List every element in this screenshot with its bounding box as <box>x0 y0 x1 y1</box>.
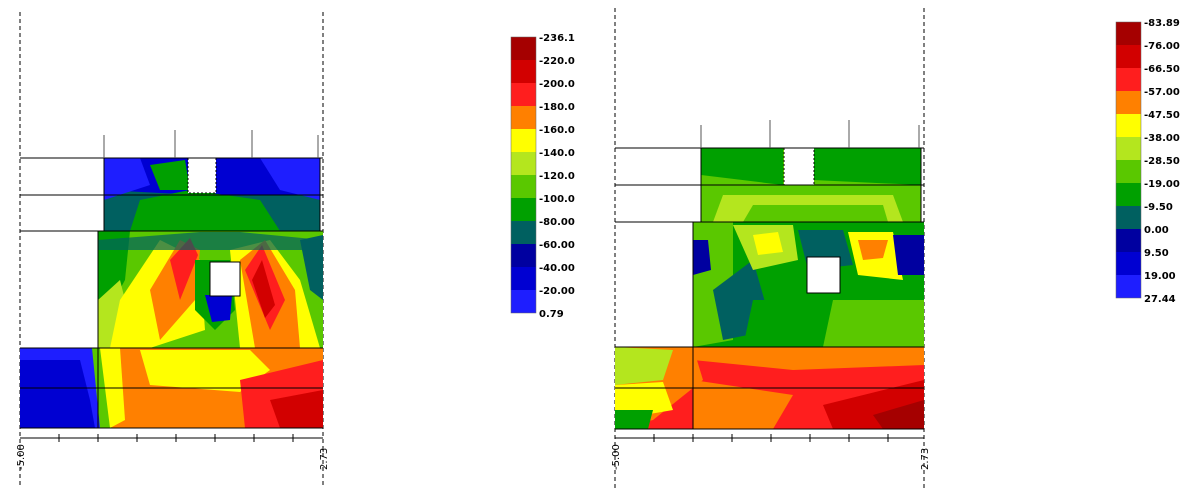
legend-label: -80.00 <box>539 217 575 228</box>
legend-swatch <box>511 198 536 221</box>
legend-swatch <box>1116 91 1141 114</box>
legend-label: -140.0 <box>539 148 575 159</box>
legend-label: 19.00 <box>1144 271 1176 282</box>
load-arrows <box>700 120 920 148</box>
contour-plot-right: -5.00 2.73 -83.89 -76.00 -66.50 -57.00 -47.5… <box>611 8 1180 488</box>
legend-label: -19.00 <box>1144 179 1180 190</box>
legend-swatch <box>511 152 536 175</box>
legend-swatch <box>1116 183 1141 206</box>
opening <box>806 256 841 294</box>
legend-label: -120.0 <box>539 171 575 182</box>
legend-swatch <box>1116 229 1141 252</box>
x-axis: -5.00 2.73 <box>611 434 931 470</box>
legend-swatch <box>1116 137 1141 160</box>
legend-label: -60.00 <box>539 240 575 251</box>
layer-lines <box>615 147 924 430</box>
legend-label: 0.79 <box>539 309 564 320</box>
axis-label-left: -5.00 <box>611 444 622 470</box>
legend-swatch <box>1116 275 1141 298</box>
load-arrows <box>103 130 319 158</box>
legend-label: -20.00 <box>539 286 575 297</box>
legend-swatch <box>1116 252 1141 275</box>
legend-label: 0.00 <box>1144 225 1169 236</box>
contour-panel-left: -5.00 2.73 -236.1 -220.0 -200.0 -180.0 -160.… <box>16 12 575 488</box>
legend-label: -66.50 <box>1144 64 1180 75</box>
legend-label: -236.1 <box>539 33 575 44</box>
legend-label: -83.89 <box>1144 18 1180 29</box>
legend-swatch <box>511 290 536 313</box>
soil-layer-lower <box>20 348 323 428</box>
opening <box>209 261 241 297</box>
color-legend-right: -83.89 -76.00 -66.50 -57.00 -47.50 -38.00 -28.… <box>1115 18 1180 305</box>
contour-panel-right: -5.00 2.73 -83.89 -76.00 -66.50 -57.00 -47.5… <box>593 0 1186 490</box>
color-legend-left: -236.1 -220.0 -200.0 -180.0 -160.0 -140.0 -120… <box>510 33 575 320</box>
legend-swatch <box>1116 114 1141 137</box>
legend-swatch <box>511 267 536 290</box>
legend-swatch <box>511 37 536 60</box>
legend-swatch <box>511 175 536 198</box>
legend-label: -9.50 <box>1144 202 1173 213</box>
legend-label: 27.44 <box>1144 294 1176 305</box>
legend-label: -57.00 <box>1144 87 1180 98</box>
legend-label: -40.00 <box>539 263 575 274</box>
legend-swatch <box>511 129 536 152</box>
legend-swatch <box>511 83 536 106</box>
x-axis: -5.00 2.73 <box>16 434 330 470</box>
legend-label: -76.00 <box>1144 41 1180 52</box>
axis-label-left: -5.00 <box>16 444 27 470</box>
legend-swatch <box>1116 22 1141 45</box>
legend-swatch <box>1116 160 1141 183</box>
legend-label: -28.50 <box>1144 156 1180 167</box>
legend-label: 9.50 <box>1144 248 1169 259</box>
axis-label-right: 2.73 <box>920 448 931 470</box>
legend-swatch <box>511 221 536 244</box>
legend-label: -100.0 <box>539 194 575 205</box>
legend-label: -200.0 <box>539 79 575 90</box>
legend-label: -180.0 <box>539 102 575 113</box>
legend-swatch <box>511 244 536 267</box>
legend-swatch <box>1116 206 1141 229</box>
legend-label: -220.0 <box>539 56 575 67</box>
axis-label-right: 2.73 <box>319 448 330 470</box>
legend-swatch <box>1116 45 1141 68</box>
legend-swatch <box>511 60 536 83</box>
legend-label: -47.50 <box>1144 110 1180 121</box>
legend-label: -160.0 <box>539 125 575 136</box>
layer-lines <box>20 157 323 429</box>
legend-swatch <box>511 106 536 129</box>
legend-label: -38.00 <box>1144 133 1180 144</box>
legend-swatch <box>1116 68 1141 91</box>
contour-plot-left: -5.00 2.73 -236.1 -220.0 -200.0 -180.0 -160.… <box>16 12 575 488</box>
